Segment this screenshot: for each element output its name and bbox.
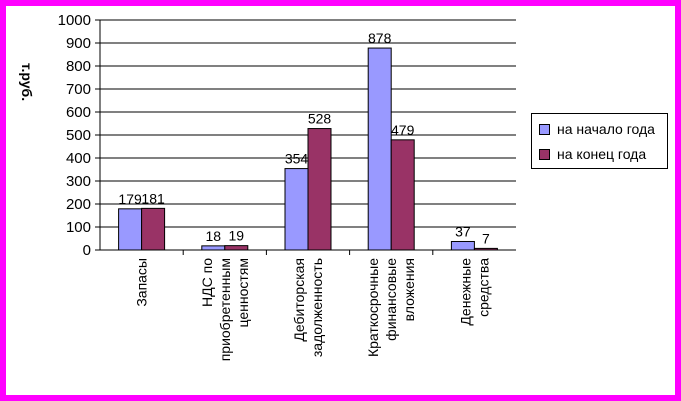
category-label: НДС по	[199, 258, 215, 307]
y-tick-label: 300	[66, 173, 91, 190]
category-label: ценностям	[235, 258, 251, 328]
bar	[450, 240, 475, 251]
bar	[118, 208, 143, 251]
category-label: задолженность	[309, 258, 325, 357]
bar	[390, 139, 415, 251]
legend-item-end: на конец года	[539, 146, 646, 162]
data-label: 37	[455, 223, 471, 239]
legend: на начало года на конец года	[531, 113, 668, 169]
y-tick-label: 700	[66, 81, 91, 98]
data-label: 354	[285, 151, 309, 167]
bar	[307, 128, 332, 251]
data-label: 18	[206, 228, 222, 244]
data-label: 179	[118, 191, 142, 207]
category-label: средства	[475, 258, 491, 317]
legend-label-end: на конец года	[557, 146, 647, 162]
data-label: 878	[368, 30, 392, 46]
category-label: финансовые	[383, 258, 399, 341]
data-label: 528	[308, 111, 332, 127]
y-tick-label: 900	[66, 35, 91, 52]
bar	[473, 247, 498, 251]
bar	[141, 207, 166, 251]
data-label: 19	[229, 228, 245, 244]
y-tick-label: 100	[66, 219, 91, 236]
category-label: Краткосрочные	[365, 258, 381, 357]
category-label: Запасы	[134, 258, 150, 307]
y-tick-label: 500	[66, 127, 91, 144]
y-tick-label: 200	[66, 196, 91, 213]
y-tick-label: 800	[66, 58, 91, 75]
bar	[201, 245, 226, 251]
legend-label-start: на начало года	[557, 121, 655, 137]
legend-item-start: на начало года	[539, 121, 655, 137]
data-label: 181	[141, 190, 165, 206]
category-label: приобретенным	[217, 258, 233, 361]
category-label: Дебиторская	[291, 258, 307, 342]
bar	[284, 168, 309, 251]
category-label: Денежные	[457, 258, 473, 326]
y-tick-label: 600	[66, 104, 91, 121]
category-label: вложения	[401, 258, 417, 321]
bar	[367, 47, 392, 251]
legend-swatch-start	[539, 123, 550, 135]
y-axis-title: т.руб.	[19, 63, 35, 101]
y-tick-label: 1000	[58, 12, 91, 29]
y-tick-label: 0	[83, 242, 91, 259]
y-tick-label: 400	[66, 150, 91, 167]
data-label: 7	[482, 230, 490, 246]
data-label: 479	[391, 122, 415, 138]
legend-swatch-end	[539, 148, 550, 160]
bar	[224, 245, 249, 251]
